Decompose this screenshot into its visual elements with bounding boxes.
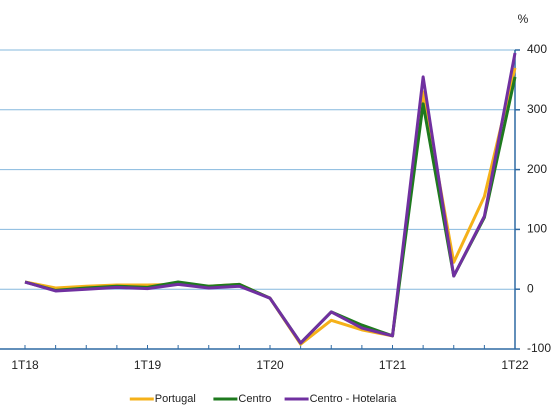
x-tick-label: 1T22 <box>501 358 529 372</box>
x-tick-label: 1T20 <box>256 358 284 372</box>
x-tick-label: 1T18 <box>11 358 39 372</box>
y-tick-label: 200 <box>527 162 547 176</box>
legend-label: Centro - Hotelaria <box>310 393 398 405</box>
unit-label: % <box>518 12 529 26</box>
series-line <box>24 76 517 345</box>
y-tick-label: 300 <box>527 102 547 116</box>
legend-label: Centro <box>238 393 271 405</box>
y-tick-label: -100 <box>527 341 551 355</box>
x-tick-label: 1T21 <box>379 358 407 372</box>
series-line <box>24 52 517 345</box>
y-tick-label: 100 <box>527 222 547 236</box>
y-tick-label: 400 <box>527 42 547 56</box>
y-tick-label: 0 <box>527 281 534 295</box>
x-tick-label: 1T19 <box>134 358 162 372</box>
legend-label: Portugal <box>155 393 196 405</box>
